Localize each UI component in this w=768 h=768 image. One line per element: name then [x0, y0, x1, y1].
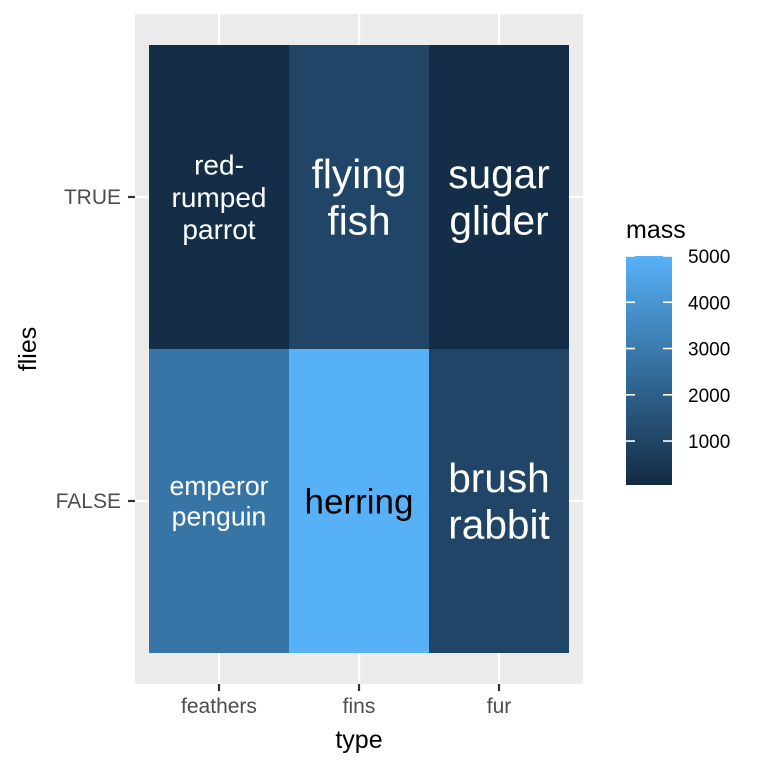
- tile-red-rumped-parrot: [149, 45, 289, 349]
- legend-label-2000: 2000: [688, 386, 730, 407]
- x-axis-title: type: [335, 726, 382, 754]
- legend: mass 1000 2000 3000 4000 5000: [626, 216, 730, 485]
- tile-label-flying-fish: flying fish: [312, 151, 407, 244]
- legend-label-1000: 1000: [688, 432, 730, 453]
- x-tick-label-fins: fins: [343, 695, 376, 718]
- x-axis: feathers fins fur: [181, 684, 511, 718]
- y-axis-title: flies: [14, 327, 42, 371]
- legend-ticks: 1000 2000 3000 4000 5000: [626, 247, 730, 453]
- x-tick-label-feathers: feathers: [181, 695, 257, 718]
- tile-brush-rabbit: [429, 349, 569, 653]
- tile-label-brush-rabbit: brush rabbit: [448, 455, 550, 548]
- tile-label-emperor-penguin: emperor penguin: [169, 471, 268, 532]
- y-tick-label-false: FALSE: [56, 490, 121, 513]
- x-tick-label-fur: fur: [487, 695, 512, 718]
- y-axis: TRUE FALSE: [56, 186, 135, 513]
- tile-emperor-penguin: [149, 349, 289, 653]
- legend-title: mass: [626, 216, 686, 244]
- tile-label-herring: herring: [305, 482, 414, 521]
- legend-label-5000: 5000: [688, 247, 730, 268]
- tile-flying-fish: [289, 45, 429, 349]
- tile-herring: [289, 349, 429, 653]
- legend-label-3000: 3000: [688, 340, 730, 361]
- y-tick-label-true: TRUE: [64, 186, 121, 209]
- tile-labels: red-rumped parrot flying fish sugar glider emp…: [169, 150, 549, 548]
- legend-label-4000: 4000: [688, 293, 730, 314]
- heatmap-tiles: [149, 45, 569, 653]
- legend-colorbar: [626, 256, 672, 485]
- tile-sugar-glider: [429, 45, 569, 349]
- tile-label-red-rumped-parrot: red-rumped parrot: [172, 150, 267, 245]
- tile-label-sugar-glider: sugar glider: [448, 151, 550, 244]
